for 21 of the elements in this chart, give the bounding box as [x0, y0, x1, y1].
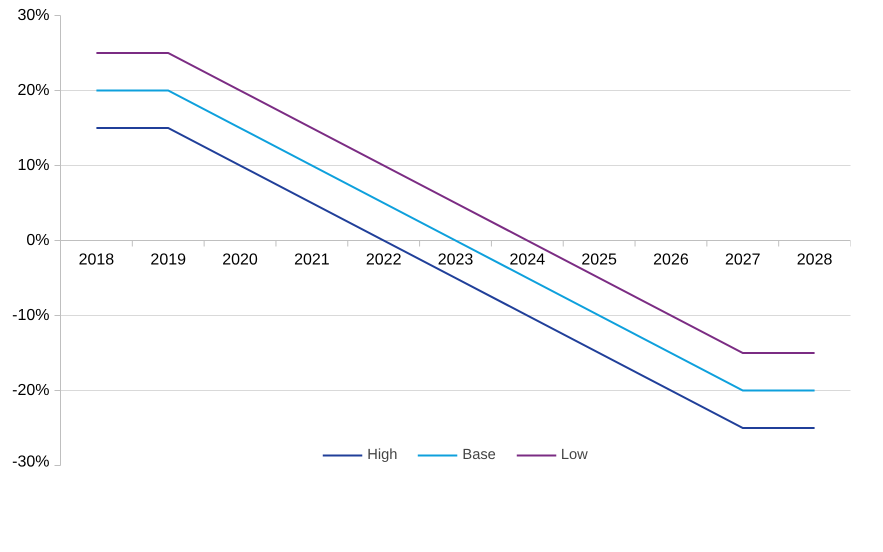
y-tick-label: 20%: [17, 82, 50, 99]
x-tick-label: 2026: [653, 252, 689, 268]
y-tick-label: 10%: [17, 157, 50, 174]
x-tick-label: 2023: [438, 252, 474, 268]
x-tick-label: 2021: [294, 252, 330, 268]
legend-label: High: [367, 447, 398, 463]
x-tick-label: 2024: [510, 252, 546, 268]
x-tick-label: 2027: [724, 252, 761, 268]
x-tick-label: 2018: [78, 252, 114, 268]
y-tick-label: 0%: [26, 232, 50, 249]
y-tick-label: -20%: [12, 382, 50, 399]
x-tick-label: 2022: [366, 252, 402, 268]
x-tick-label: 2028: [796, 252, 832, 268]
x-tick-label: 2020: [222, 252, 258, 268]
y-tick-label: 30%: [17, 7, 50, 24]
y-tick-label: -30%: [12, 454, 50, 470]
legend-label: Base: [462, 447, 496, 463]
legend-label: Low: [560, 447, 588, 463]
x-tick-label: 2019: [150, 252, 186, 268]
y-tick-label: -10%: [12, 307, 50, 324]
x-tick-label: 2025: [581, 252, 618, 268]
